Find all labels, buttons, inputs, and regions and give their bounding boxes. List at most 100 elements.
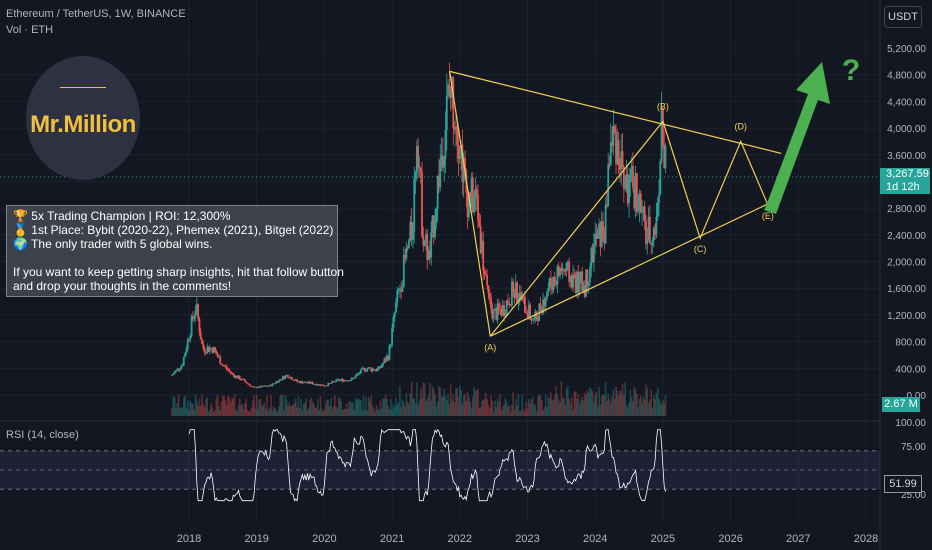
candle-body xyxy=(233,375,236,378)
candle-body xyxy=(366,368,369,371)
volume-bar xyxy=(250,407,253,416)
candle-body xyxy=(270,384,272,387)
candle-body xyxy=(241,378,244,380)
candle-body xyxy=(469,192,472,207)
volume-bar xyxy=(582,400,585,416)
candle-body xyxy=(600,221,603,248)
candle-body xyxy=(516,282,518,304)
volume-bar xyxy=(432,389,435,416)
candle-body xyxy=(572,274,574,288)
candle-body xyxy=(330,383,332,384)
candle-body xyxy=(582,285,585,292)
info-line-1: 🏆 5x Trading Champion | ROI: 12,300% xyxy=(13,209,231,223)
volume-bar xyxy=(410,381,413,416)
volume-bar xyxy=(469,402,472,416)
volume-bar xyxy=(456,387,458,416)
volume-bar xyxy=(334,395,336,416)
volume-bar xyxy=(655,392,658,416)
info-box: 🏆 5x Trading Champion | ROI: 12,300% 🥇 1… xyxy=(6,205,344,297)
volume-bar xyxy=(481,400,483,416)
candle-body xyxy=(401,286,404,292)
candle-body xyxy=(219,356,222,364)
rsi-tick-label: 100.00 xyxy=(895,418,926,429)
volume-bar xyxy=(646,388,649,416)
volume-bar xyxy=(412,398,414,416)
candle-body xyxy=(556,266,559,285)
candle-body xyxy=(607,164,610,207)
volume-bar xyxy=(491,400,494,416)
volume-bar xyxy=(477,388,479,416)
volume-bar xyxy=(399,385,401,416)
volume-bar xyxy=(255,394,258,416)
volume-bar xyxy=(475,390,478,416)
volume-bar xyxy=(190,403,193,416)
candle-body xyxy=(383,359,386,364)
info-line-3: 🌍 The only trader with 5 global wins. xyxy=(13,237,213,251)
candle-body xyxy=(250,386,253,387)
volume-bar xyxy=(236,411,238,416)
time-axis[interactable]: 2018 2019 2020 2021 2022 2023 2024 2025 2026 2027… xyxy=(177,533,878,545)
volume-bar xyxy=(173,397,176,416)
volume-bar xyxy=(356,400,358,416)
candle-body xyxy=(513,291,516,299)
volume-bar xyxy=(184,395,186,416)
price-axis[interactable]: 5,200.00 4,800.00 4,400.00 4,000.00 3,600.00… xyxy=(887,44,926,402)
volume-bar xyxy=(222,395,224,416)
candle-body xyxy=(503,305,505,317)
candle-body xyxy=(251,386,254,388)
candle-body xyxy=(316,384,319,386)
volume-bar xyxy=(548,397,551,416)
volume-bar xyxy=(637,407,639,416)
candle-body xyxy=(448,84,451,87)
candle-body xyxy=(253,386,255,388)
rsi-pane[interactable]: RSI (14, close) 100.00 75.00 25.00 xyxy=(0,418,926,502)
candle-body xyxy=(664,146,667,168)
candle-body xyxy=(352,377,354,379)
candle-body xyxy=(526,313,529,318)
candle-body xyxy=(634,173,637,209)
triangle-pattern: (A) (B) (C) (D) (E) xyxy=(449,70,782,352)
logo-divider xyxy=(60,87,106,88)
candle-body xyxy=(564,270,567,272)
candle-body xyxy=(525,312,528,314)
price-tick-label: 2,000.00 xyxy=(887,258,926,269)
volume-bar xyxy=(261,405,263,416)
volume-bar xyxy=(371,405,374,416)
volume-bar xyxy=(444,395,447,416)
volume-bar xyxy=(555,385,557,416)
volume-bar xyxy=(219,410,222,416)
candle-body xyxy=(359,369,362,374)
volume-bars xyxy=(171,381,667,416)
price-tick-label: 1,600.00 xyxy=(887,284,926,295)
time-tick-label: 2020 xyxy=(312,533,336,545)
candle-body xyxy=(434,221,436,238)
candle-body xyxy=(310,382,313,384)
volume-bar xyxy=(534,404,537,416)
candle-body xyxy=(611,142,614,146)
candle-body xyxy=(193,316,196,319)
price-tick-label: 400.00 xyxy=(895,364,926,375)
price-tick-label: 2,800.00 xyxy=(887,204,926,215)
volume-bar xyxy=(332,405,335,416)
candle-body xyxy=(261,385,263,388)
candle-body xyxy=(544,298,547,307)
candle-body xyxy=(568,261,571,282)
candle-body xyxy=(604,204,607,244)
candle-body xyxy=(523,296,526,313)
volume-bar xyxy=(426,399,429,416)
candle-body xyxy=(464,157,466,171)
volume-bar xyxy=(612,389,615,416)
candle-body xyxy=(192,316,194,319)
volume-bar xyxy=(414,403,417,416)
volume-bar xyxy=(572,409,574,416)
candle-body xyxy=(578,275,581,292)
volume-bar xyxy=(288,402,291,416)
volume-bar xyxy=(392,404,395,416)
volume-bar xyxy=(323,409,326,416)
arrow-shape xyxy=(764,62,830,214)
volume-bar xyxy=(171,407,173,416)
currency-button[interactable]: USDT xyxy=(884,6,922,28)
candle-body xyxy=(245,381,248,384)
volume-bar xyxy=(224,399,227,416)
volume-bar xyxy=(461,404,464,416)
